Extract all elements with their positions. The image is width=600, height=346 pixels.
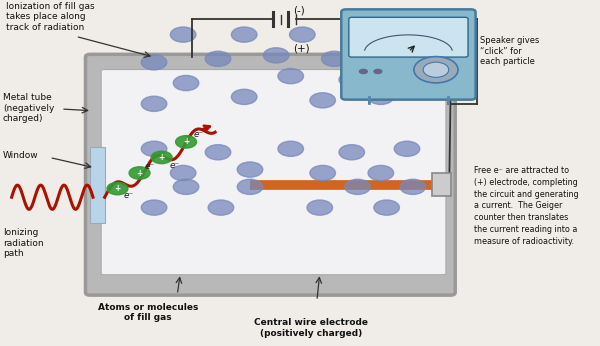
FancyBboxPatch shape (341, 9, 476, 100)
Circle shape (205, 145, 231, 160)
Circle shape (339, 72, 365, 87)
Circle shape (170, 27, 196, 42)
Circle shape (359, 69, 368, 74)
Circle shape (232, 89, 257, 104)
Circle shape (423, 62, 449, 78)
FancyBboxPatch shape (85, 54, 455, 295)
Circle shape (237, 162, 263, 177)
Text: Free e⁻ are attracted to
(+) electrode, completing
the circuit and generating
a : Free e⁻ are attracted to (+) electrode, … (474, 166, 578, 246)
Circle shape (350, 27, 376, 42)
Circle shape (107, 182, 128, 195)
Text: e⁻: e⁻ (194, 130, 204, 139)
Circle shape (290, 27, 315, 42)
Circle shape (176, 136, 197, 148)
Circle shape (170, 165, 196, 181)
Circle shape (237, 179, 263, 194)
Circle shape (322, 51, 347, 66)
Circle shape (173, 75, 199, 91)
Text: +: + (158, 153, 165, 162)
Text: +: + (115, 184, 121, 193)
Circle shape (141, 96, 167, 111)
Text: Metal tube
(negatively
charged): Metal tube (negatively charged) (3, 93, 54, 123)
Text: Central wire electrode
(positively charged): Central wire electrode (positively charg… (254, 318, 368, 338)
Circle shape (310, 165, 335, 181)
Text: Speaker gives
“click” for
each particle: Speaker gives “click” for each particle (479, 36, 539, 66)
Circle shape (141, 141, 167, 156)
Circle shape (339, 145, 365, 160)
Text: (-): (-) (293, 5, 305, 15)
Circle shape (414, 57, 458, 83)
Circle shape (394, 69, 420, 84)
Circle shape (400, 179, 425, 194)
Text: Atoms or molecules
of fill gas: Atoms or molecules of fill gas (98, 303, 199, 322)
Circle shape (374, 200, 400, 215)
Circle shape (129, 167, 150, 179)
Text: e⁻: e⁻ (124, 191, 134, 200)
Circle shape (141, 200, 167, 215)
Circle shape (173, 179, 199, 194)
Circle shape (307, 200, 332, 215)
Text: (+): (+) (293, 43, 310, 53)
Circle shape (232, 27, 257, 42)
Circle shape (278, 141, 304, 156)
Circle shape (345, 179, 370, 194)
Text: +: + (183, 137, 189, 146)
Text: Ionization of fill gas
takes place along
track of radiation: Ionization of fill gas takes place along… (6, 2, 94, 31)
Circle shape (394, 141, 420, 156)
FancyBboxPatch shape (90, 147, 104, 223)
Circle shape (208, 200, 234, 215)
Circle shape (278, 69, 304, 84)
Text: +: + (136, 169, 143, 177)
Circle shape (377, 48, 403, 63)
Circle shape (368, 89, 394, 104)
Circle shape (368, 165, 394, 181)
Circle shape (310, 93, 335, 108)
Circle shape (141, 55, 167, 70)
FancyBboxPatch shape (349, 17, 468, 57)
Text: Ionizing
radiation
path: Ionizing radiation path (3, 228, 44, 258)
Circle shape (151, 151, 172, 164)
Circle shape (205, 51, 231, 66)
Text: e⁻: e⁻ (169, 161, 179, 170)
FancyBboxPatch shape (432, 173, 451, 196)
Text: Window: Window (3, 151, 38, 160)
Circle shape (263, 48, 289, 63)
FancyBboxPatch shape (101, 70, 446, 275)
Circle shape (373, 69, 383, 74)
Text: e⁻: e⁻ (145, 162, 155, 171)
